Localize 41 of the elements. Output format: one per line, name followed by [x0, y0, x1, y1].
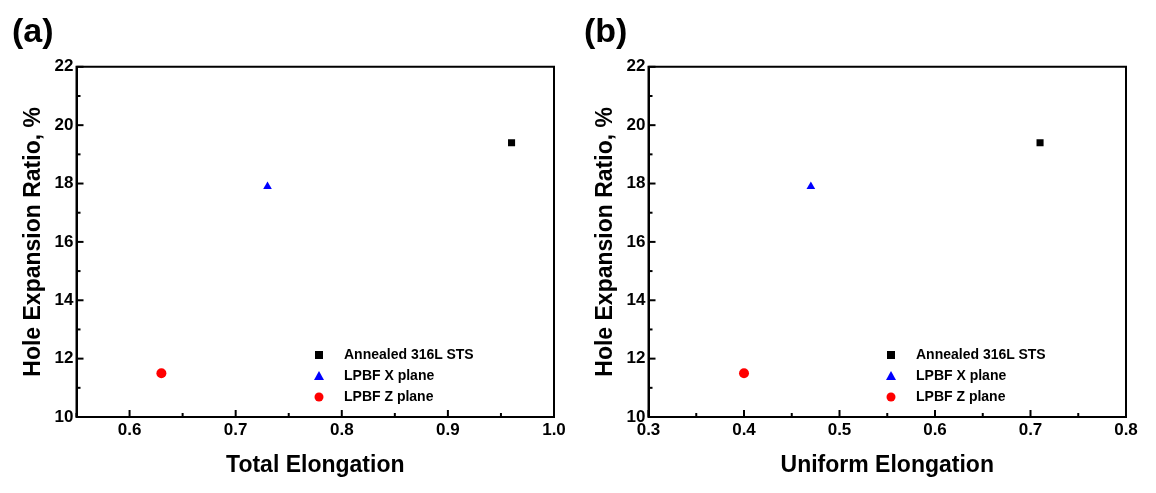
x-tick-label: 0.8 [329, 419, 354, 439]
y-tick-label: 16 [626, 231, 646, 251]
chart-title: (b) [584, 10, 628, 49]
legend-label: Annealed 316L STS [344, 345, 474, 362]
x-tick-label: 0.4 [732, 419, 757, 439]
legend-label: Annealed 316L STS [916, 345, 1046, 362]
point [263, 181, 272, 189]
y-tick-label: 18 [626, 173, 646, 193]
y-tick-label: 18 [54, 173, 74, 193]
x-tick-label: 0.7 [223, 419, 248, 439]
y-tick-label: 14 [54, 289, 75, 309]
y-tick-label: 20 [54, 114, 74, 134]
legend-label: LPBF Z plane [916, 387, 1006, 404]
legend-label: LPBF X plane [344, 366, 435, 383]
x-tick-label: 1.0 [542, 419, 566, 439]
x-tick-label: 0.8 [1114, 419, 1138, 439]
point [739, 368, 750, 379]
y-axis-title: Hole Expansion Ratio, % [591, 107, 618, 377]
y-tick-label: 10 [54, 406, 74, 426]
x-axis-title: Total Elongation [226, 450, 405, 477]
point [806, 181, 816, 189]
x-tick-label: 0.6 [923, 419, 947, 439]
y-tick-label: 12 [54, 348, 74, 368]
x-tick-label: 0.6 [117, 419, 142, 439]
x-tick-label: 0.7 [1018, 419, 1043, 439]
point [1036, 139, 1044, 147]
x-tick-label: 0.5 [827, 419, 852, 439]
y-tick-label: 14 [626, 289, 647, 309]
legend-label: LPBF Z plane [344, 387, 434, 404]
y-tick-label: 12 [626, 348, 646, 368]
x-axis-title: Uniform Elongation [780, 450, 994, 477]
point [508, 139, 516, 147]
chart-title: (a) [12, 10, 54, 49]
legend-label: LPBF X plane [916, 366, 1007, 383]
y-tick-label: 22 [626, 56, 646, 76]
y-tick-label: 20 [626, 114, 646, 134]
y-tick-label: 22 [54, 56, 74, 76]
y-tick-label: 16 [54, 231, 74, 251]
y-axis-title: Hole Expansion Ratio, % [19, 107, 46, 377]
point [156, 368, 167, 379]
x-tick-label: 0.9 [436, 419, 460, 439]
